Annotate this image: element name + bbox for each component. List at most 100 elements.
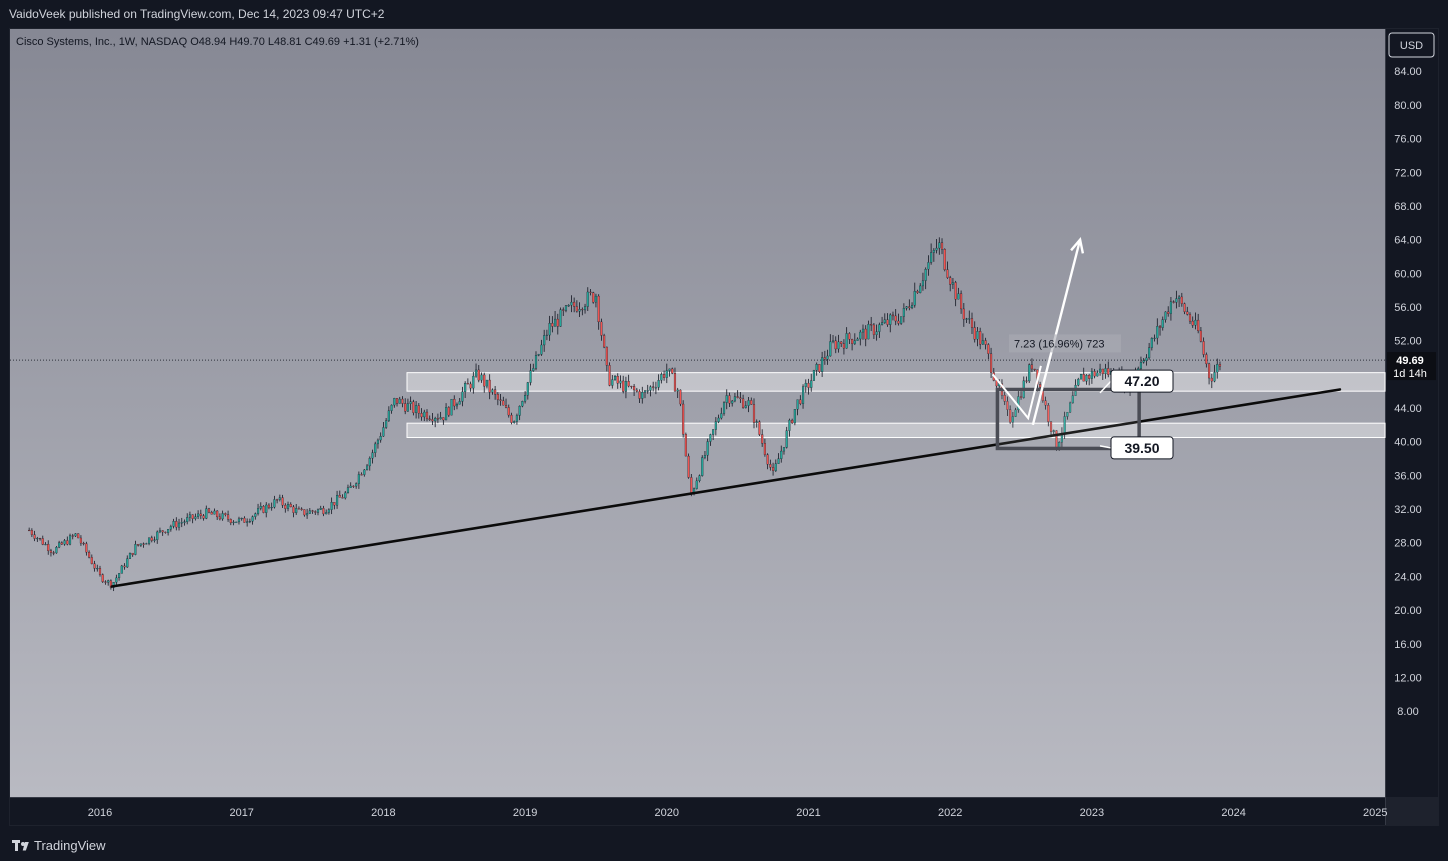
candle[interactable] [578,302,581,317]
candle[interactable] [79,535,82,546]
candle[interactable] [101,573,104,583]
level-callout-47.20[interactable]: 47.20 [1099,369,1174,394]
candle[interactable] [788,418,791,437]
candle[interactable] [845,327,848,349]
candle[interactable] [1186,306,1189,316]
candle[interactable] [1066,412,1069,420]
candle[interactable] [761,429,764,447]
candle[interactable] [417,403,420,419]
candle[interactable] [1202,337,1205,358]
candle[interactable] [445,403,448,421]
candle[interactable] [859,329,862,346]
candle[interactable] [273,495,276,509]
candle[interactable] [684,432,687,457]
candle[interactable] [458,397,461,405]
candle[interactable] [213,508,216,515]
candle[interactable] [1199,326,1202,343]
candle[interactable] [1093,368,1096,379]
candle[interactable] [608,362,611,387]
candle[interactable] [908,299,911,311]
candle[interactable] [387,406,390,423]
candle[interactable] [766,453,769,470]
measure-tool[interactable]: 7.23 (16.96%) 723 [1008,334,1121,353]
candle[interactable] [905,306,908,311]
candle[interactable] [137,544,140,547]
candle[interactable] [1077,377,1080,387]
candle[interactable] [1071,391,1074,404]
candle[interactable] [474,363,478,378]
candle[interactable] [777,453,780,464]
candle[interactable] [592,291,595,304]
candle[interactable] [494,385,497,400]
candle[interactable] [534,351,538,371]
candle[interactable] [562,307,565,316]
candle[interactable] [409,396,412,410]
candle[interactable] [829,334,832,357]
candle[interactable] [815,362,818,376]
candle[interactable] [682,400,685,438]
candle[interactable] [338,490,341,498]
candle[interactable] [229,518,232,526]
candle[interactable] [237,516,241,525]
candle[interactable] [1188,312,1192,324]
candle[interactable] [504,398,508,409]
candle[interactable] [374,441,377,458]
candle[interactable] [235,521,238,523]
candle[interactable] [104,580,107,585]
candle[interactable] [752,398,756,429]
candle[interactable] [1205,352,1208,368]
candle[interactable] [627,374,630,388]
candle[interactable] [1028,363,1031,384]
candle[interactable] [47,540,50,555]
candle[interactable] [701,455,704,477]
candle[interactable] [1025,376,1028,384]
candle[interactable] [739,392,742,403]
candle[interactable] [1208,362,1211,385]
candle[interactable] [66,536,69,546]
trendline[interactable] [110,388,1342,588]
candle[interactable] [300,507,303,511]
candle[interactable] [970,312,974,334]
candle[interactable] [415,400,418,419]
price-axis[interactable] [1385,29,1438,797]
candle[interactable] [1082,367,1085,382]
candle[interactable] [870,316,873,332]
candle[interactable] [221,510,224,521]
candle[interactable] [404,398,407,415]
candle[interactable] [793,409,796,426]
candle[interactable] [722,401,726,416]
candle[interactable] [453,395,456,411]
candle[interactable] [393,397,396,408]
candle[interactable] [314,510,317,515]
candle[interactable] [780,445,783,463]
candle[interactable] [344,490,347,500]
candle[interactable] [763,438,766,457]
candle[interactable] [401,396,404,408]
candle[interactable] [85,541,88,556]
candle[interactable] [979,327,982,350]
candle[interactable] [207,507,211,514]
candle[interactable] [371,449,374,464]
candle[interactable] [706,438,709,462]
candle[interactable] [382,421,385,437]
candle[interactable] [90,554,93,565]
candle[interactable] [1101,368,1104,380]
candle[interactable] [286,501,290,512]
candle[interactable] [1218,361,1222,371]
candle[interactable] [891,311,895,321]
candle[interactable] [930,243,933,265]
candle[interactable] [322,505,325,517]
candle[interactable] [883,313,886,324]
candle[interactable] [360,472,363,476]
candle[interactable] [82,541,85,546]
candle[interactable] [515,413,518,425]
candle[interactable] [1033,368,1036,372]
candle[interactable] [461,386,464,407]
candle[interactable] [142,542,145,548]
candle[interactable] [619,375,622,389]
candle[interactable] [782,447,786,455]
candle[interactable] [573,297,576,313]
candle[interactable] [848,332,851,344]
candle[interactable] [957,287,960,300]
candle[interactable] [1213,364,1216,383]
